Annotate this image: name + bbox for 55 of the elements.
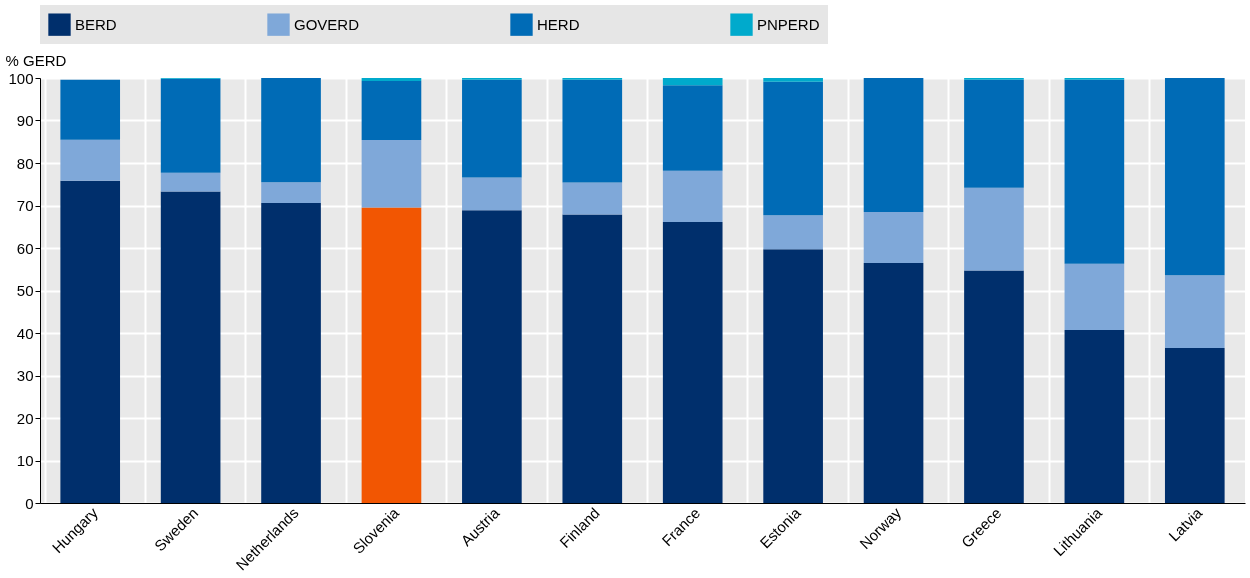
y-tick-label: 0	[25, 494, 34, 512]
bar	[863, 262, 924, 503]
bar	[964, 270, 1024, 503]
bar	[763, 81, 823, 216]
bar	[562, 79, 623, 183]
bar	[160, 172, 221, 192]
bar	[662, 222, 723, 503]
bar	[462, 210, 522, 503]
y-tick-label: 90	[16, 112, 34, 129]
y-tick-label: 20	[16, 409, 34, 427]
bar	[863, 211, 924, 263]
bar	[60, 139, 121, 181]
bar	[261, 78, 321, 183]
bar	[361, 140, 422, 208]
y-tick-label: 40	[16, 324, 34, 342]
bar	[261, 202, 321, 503]
bar	[261, 182, 321, 203]
bar	[763, 249, 823, 503]
y-tick-label: 100	[8, 69, 34, 87]
bar	[1164, 347, 1225, 503]
bar	[763, 215, 823, 250]
bar	[1164, 78, 1225, 276]
bar	[662, 170, 723, 223]
legend-label: GOVERD	[294, 15, 360, 33]
bar	[361, 80, 422, 141]
bar	[462, 177, 522, 211]
bar	[763, 78, 823, 82]
bar	[1064, 330, 1125, 503]
y-tick-label: 50	[16, 282, 34, 299]
legend-label: PNPERD	[757, 15, 820, 33]
bar	[160, 78, 221, 173]
bar	[60, 180, 121, 503]
y-tick-label: 10	[16, 452, 34, 469]
bar	[863, 78, 924, 212]
y-axis-title: % GERD	[5, 51, 67, 69]
bar	[964, 79, 1024, 188]
bar	[1164, 275, 1225, 348]
bar	[361, 207, 422, 503]
bar	[160, 191, 221, 503]
bar	[60, 79, 121, 140]
bar	[462, 79, 522, 178]
bar	[361, 78, 422, 81]
bar	[562, 214, 623, 503]
y-tick-label: 60	[16, 239, 34, 257]
legend-label: HERD	[537, 15, 580, 33]
bar	[662, 85, 723, 171]
bar	[662, 78, 723, 86]
bar	[1064, 79, 1125, 264]
y-tick-label: 70	[16, 197, 34, 214]
legend-label: BERD	[75, 15, 117, 33]
y-tick-label: 80	[16, 154, 34, 172]
bar	[562, 182, 623, 215]
bar	[964, 187, 1024, 271]
bar	[1064, 263, 1125, 331]
y-tick-label: 30	[16, 367, 34, 384]
